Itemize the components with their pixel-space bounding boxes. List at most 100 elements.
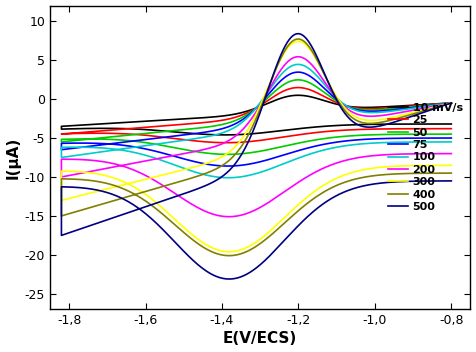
Line: 500: 500 — [61, 34, 451, 279]
200 — [207, 146, 212, 150]
400 — [448, 101, 454, 105]
10 mV/s — [399, 104, 405, 108]
25 — [95, 131, 101, 135]
400 — [309, 198, 315, 202]
500 — [448, 179, 454, 183]
Line: 50: 50 — [61, 80, 451, 155]
50 — [225, 152, 230, 157]
500 — [448, 101, 454, 105]
100 — [434, 140, 439, 144]
25 — [68, 131, 74, 136]
50 — [399, 106, 405, 110]
10 mV/s — [295, 93, 301, 98]
50 — [434, 132, 439, 136]
100 — [448, 140, 454, 144]
200 — [226, 215, 232, 219]
200 — [68, 173, 74, 177]
500 — [309, 211, 315, 215]
50 — [95, 137, 101, 141]
50 — [207, 125, 212, 129]
10 mV/s — [448, 101, 454, 105]
75 — [309, 145, 315, 149]
300 — [227, 250, 232, 254]
Line: 200: 200 — [61, 57, 451, 217]
300 — [68, 196, 74, 200]
100 — [68, 154, 74, 158]
200 — [434, 151, 439, 156]
200 — [95, 159, 101, 163]
400 — [448, 171, 454, 175]
75 — [95, 141, 101, 145]
300 — [207, 160, 212, 164]
50 — [295, 78, 301, 82]
Y-axis label: I(μA): I(μA) — [6, 136, 20, 178]
400 — [399, 115, 405, 119]
400 — [295, 37, 301, 41]
25 — [207, 120, 212, 124]
300 — [95, 172, 101, 176]
100 — [226, 176, 231, 180]
500 — [227, 277, 232, 281]
200 — [309, 172, 315, 176]
25 — [399, 105, 405, 109]
75 — [68, 146, 74, 151]
500 — [399, 118, 405, 122]
75 — [448, 101, 454, 105]
100 — [295, 62, 301, 67]
75 — [434, 136, 439, 140]
10 mV/s — [309, 125, 315, 130]
10 mV/s — [95, 126, 101, 131]
100 — [448, 101, 454, 105]
500 — [95, 188, 101, 192]
400 — [227, 253, 232, 258]
100 — [207, 134, 212, 138]
Legend: 10 mV/s, 25, 50, 75, 100, 200, 300, 400, 500: 10 mV/s, 25, 50, 75, 100, 200, 300, 400,… — [386, 100, 465, 214]
400 — [207, 170, 212, 174]
75 — [448, 136, 454, 140]
Line: 300: 300 — [61, 41, 451, 252]
500 — [295, 32, 301, 36]
X-axis label: E(V/ECS): E(V/ECS) — [223, 332, 298, 346]
10 mV/s — [207, 115, 212, 119]
50 — [448, 132, 454, 136]
100 — [95, 146, 101, 150]
25 — [309, 131, 315, 135]
75 — [399, 107, 405, 111]
300 — [434, 163, 439, 168]
200 — [448, 101, 454, 105]
500 — [68, 230, 74, 234]
75 — [225, 164, 231, 168]
Line: 100: 100 — [61, 64, 451, 178]
400 — [434, 171, 439, 175]
25 — [295, 86, 301, 90]
200 — [448, 151, 454, 156]
Line: 400: 400 — [61, 39, 451, 256]
300 — [295, 39, 301, 43]
10 mV/s — [434, 122, 439, 126]
100 — [399, 108, 405, 112]
300 — [399, 113, 405, 117]
300 — [309, 191, 315, 196]
25 — [448, 127, 454, 131]
500 — [207, 182, 212, 186]
10 mV/s — [448, 122, 454, 126]
10 mV/s — [68, 124, 74, 128]
25 — [448, 101, 454, 105]
Line: 75: 75 — [61, 72, 451, 166]
25 — [434, 127, 439, 131]
50 — [68, 139, 74, 143]
500 — [434, 179, 439, 183]
50 — [448, 101, 454, 105]
200 — [399, 110, 405, 114]
400 — [95, 180, 101, 184]
25 — [224, 140, 229, 145]
300 — [448, 101, 454, 105]
200 — [295, 55, 301, 59]
400 — [68, 211, 74, 215]
100 — [309, 151, 315, 156]
10 mV/s — [223, 133, 228, 137]
Line: 25: 25 — [61, 88, 451, 143]
50 — [309, 138, 315, 143]
75 — [207, 130, 212, 134]
Line: 10 mV/s: 10 mV/s — [61, 95, 451, 135]
